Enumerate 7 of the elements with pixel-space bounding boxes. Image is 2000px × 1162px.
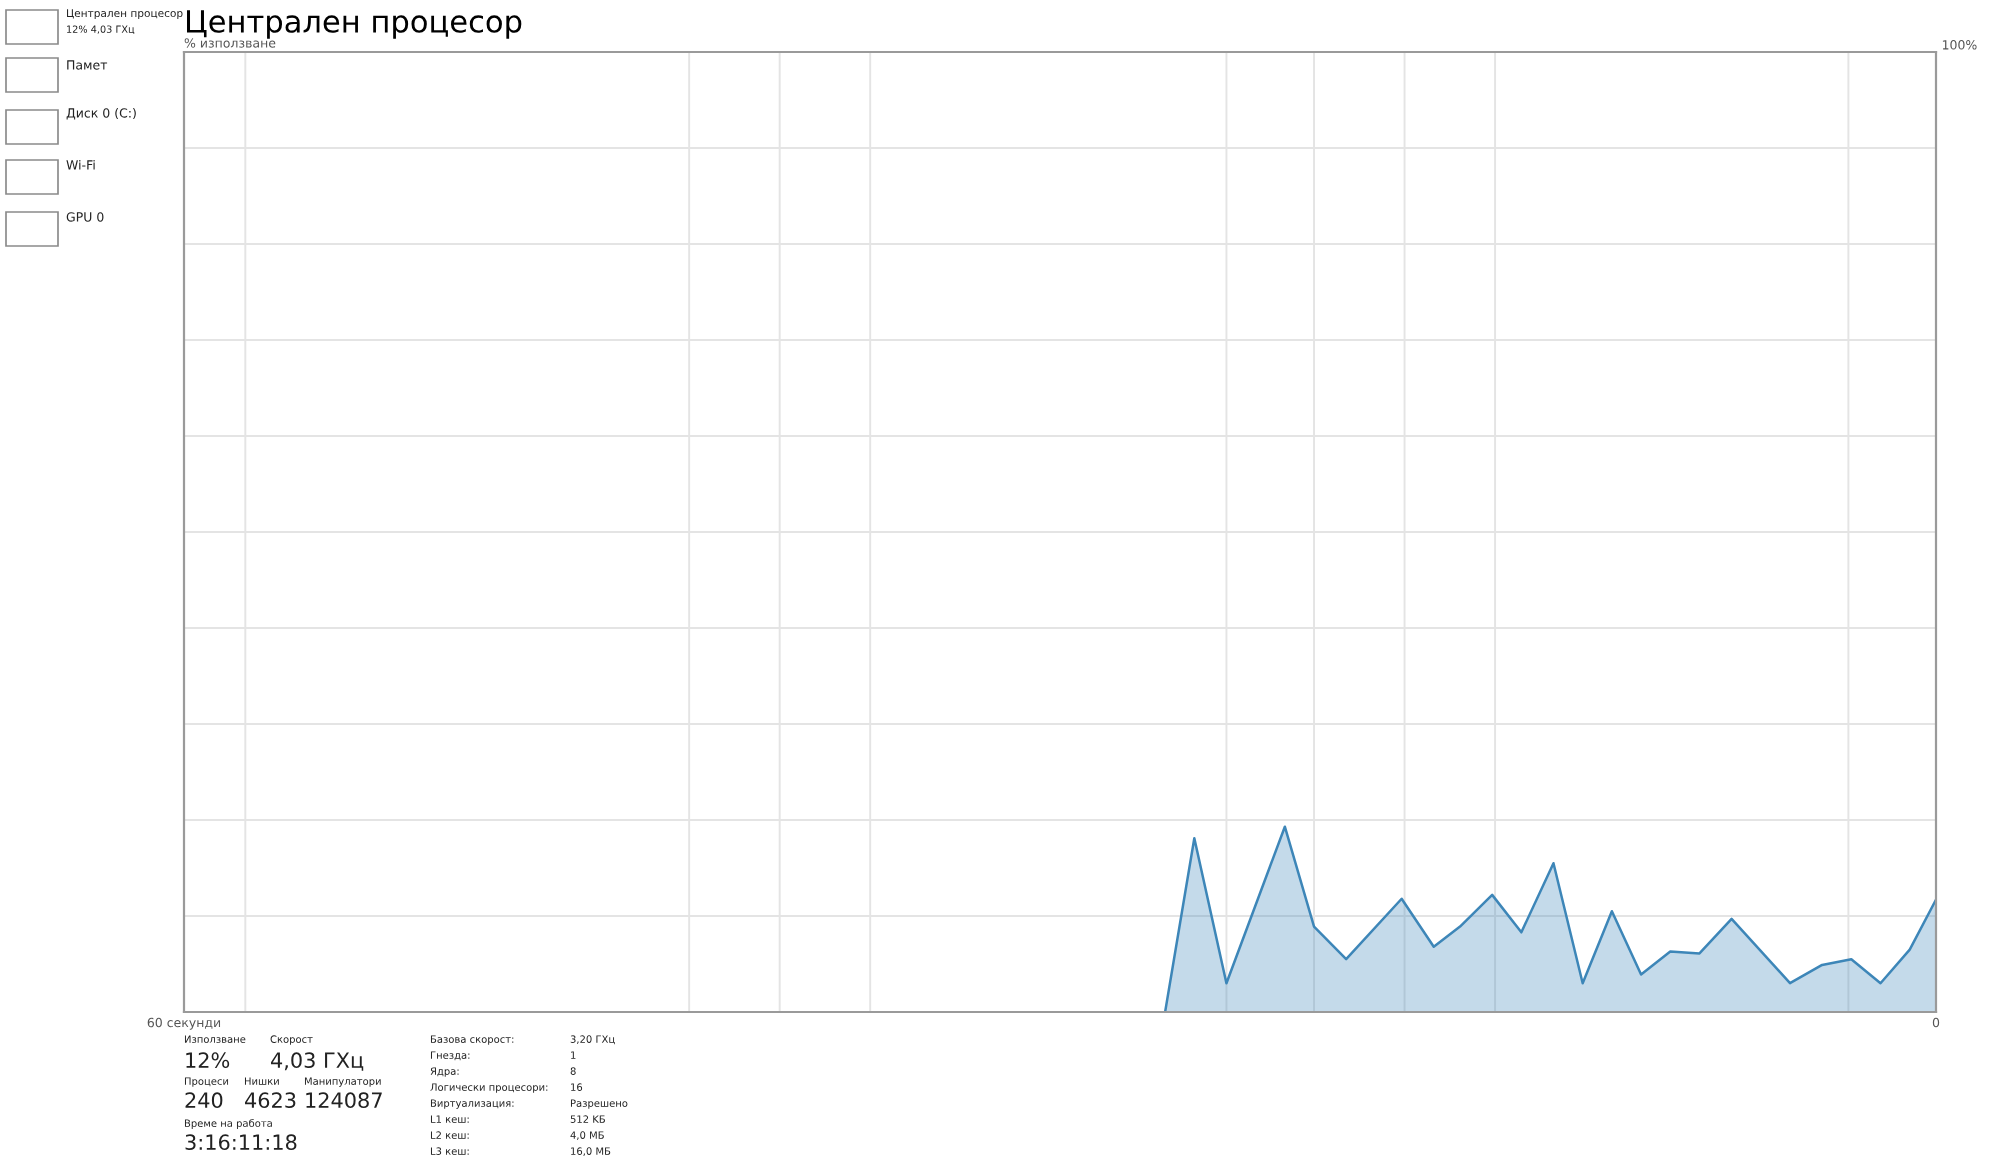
text: 240 [185,1092,223,1109]
text: 124087 [306,1092,382,1109]
text: 3:16:11:18 [185,1134,297,1151]
text: 4623 [245,1092,296,1109]
text: 4,03 ГХц [271,1052,364,1071]
chart-title: Централен процесор [187,10,522,39]
text: 12% [186,1052,230,1069]
